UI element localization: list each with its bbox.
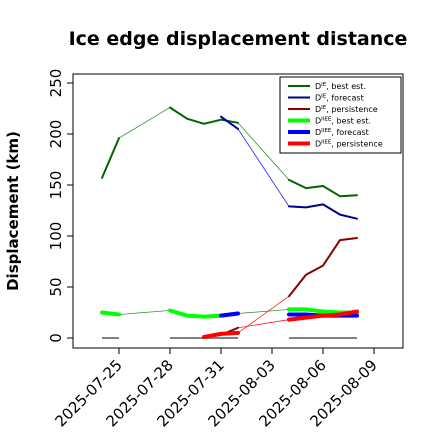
connector-lines	[118, 107, 290, 334]
y-tick-label: 200	[47, 120, 65, 149]
series-lines	[100, 106, 359, 339]
series-line-ie_forecast	[220, 115, 239, 130]
legend-entry-label: DIE, best est.	[315, 82, 366, 91]
legend: DIE, best est. DIE, forecast DIE, persiste…	[279, 76, 402, 154]
legend-entry-label: DIE, forecast	[315, 94, 364, 103]
series-line-iiee_best	[100, 310, 121, 317]
legend-box	[279, 76, 402, 154]
connector-line	[237, 309, 290, 314]
y-tick-label: 150	[47, 171, 65, 200]
y-axis: 0 50 100 150 200 250	[47, 69, 74, 343]
series-line-iiee_persist	[287, 309, 359, 322]
y-tick-label: 0	[47, 333, 65, 343]
legend-entry-label: DIIEE, best est.	[315, 117, 371, 126]
legend-entry-label: DIIEE, forecast	[315, 128, 369, 137]
connector-line	[237, 128, 290, 207]
series-line-iiee_persist	[202, 330, 240, 339]
series-line-ie_best	[101, 137, 120, 179]
chart-title: Ice edge displacement distance	[69, 28, 408, 50]
y-tick-label: 100	[47, 222, 65, 251]
y-axis-label: Displacement (km)	[4, 131, 22, 291]
series-line-ie_persist	[288, 237, 358, 298]
legend-entry-label: DIIEE, persistence	[315, 140, 383, 149]
x-axis: 2025-07-252025-07-282025-07-312025-08-03…	[51, 347, 381, 430]
connector-line	[237, 122, 290, 181]
y-tick-label: 250	[47, 69, 65, 98]
connector-line	[237, 319, 290, 329]
legend-entry-label: DIE, persistence	[315, 105, 378, 114]
connector-line	[118, 310, 171, 315]
y-tick-label: 50	[47, 277, 65, 296]
connector-line	[118, 107, 171, 139]
connector-line	[237, 295, 290, 334]
series-line-ie_forecast	[288, 203, 358, 220]
series-line-iiee_forecast	[219, 311, 240, 318]
series-line-ie_best	[288, 178, 358, 198]
